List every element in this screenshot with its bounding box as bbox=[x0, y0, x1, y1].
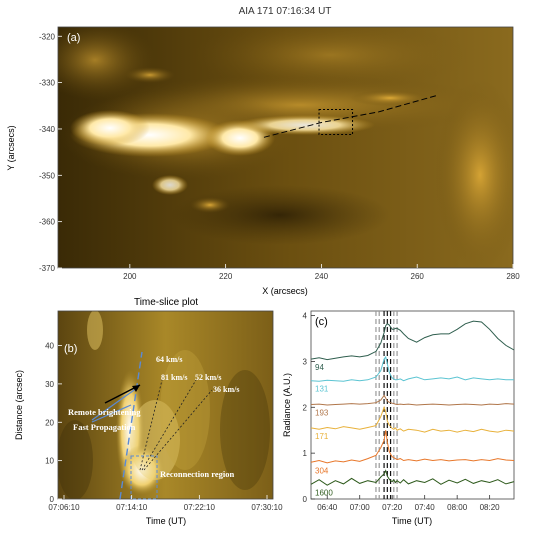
panel-a-x-tick-label: 200 bbox=[123, 272, 137, 281]
speed-line-81 bbox=[139, 379, 163, 471]
panel-c-xlabel: Time (UT) bbox=[392, 516, 432, 526]
panel-c-y-tick-label: 0 bbox=[303, 495, 308, 504]
panel-b-y-tick-label: 0 bbox=[50, 495, 55, 504]
panel-c-series-labels: 94 131 193 171 304 1600 bbox=[315, 363, 333, 497]
annotation-reconnection-region: Reconnection region bbox=[160, 469, 234, 479]
speed-label-64: 64 km/s bbox=[156, 355, 182, 364]
series-label-1600: 1600 bbox=[315, 488, 333, 497]
remote-brightening-arrowhead bbox=[132, 385, 140, 392]
panel-a-zoom-box bbox=[318, 108, 354, 136]
annotation-remote-brightening: Remote brightening bbox=[68, 407, 141, 417]
panel-b-x-tick-label: 07:30:10 bbox=[251, 503, 283, 512]
panel-b-title: Time-slice plot bbox=[134, 297, 198, 308]
panel-c-y-tick-label: 1 bbox=[303, 449, 308, 458]
panel-c-ylabel: Radiance (A.U.) bbox=[282, 373, 292, 437]
panel-b-x-tick-label: 07:14:10 bbox=[116, 503, 148, 512]
panel-a-y-tick-label: -370 bbox=[39, 264, 56, 273]
panel-b-y-tick-label: 40 bbox=[45, 342, 54, 351]
panel-c-x-tick-label: 08:20 bbox=[480, 503, 501, 512]
speed-label-36: 36 km/s bbox=[213, 385, 239, 394]
panel-c-label: (c) bbox=[315, 316, 328, 328]
panel-c-series bbox=[310, 320, 515, 486]
series-line-94 bbox=[310, 320, 515, 361]
panel-c-y-tick-label: 4 bbox=[303, 312, 308, 321]
panel-b-x-tick-label: 07:22:10 bbox=[184, 503, 216, 512]
panel-b-y-tick-label: 10 bbox=[45, 457, 54, 466]
series-label-131: 131 bbox=[315, 385, 329, 394]
panel-a-y-tick-label: -320 bbox=[39, 32, 56, 41]
series-label-171: 171 bbox=[315, 432, 329, 441]
panel-c-y-tick-label: 3 bbox=[303, 357, 308, 366]
panel-b-x-axis: 07:06:10 07:14:10 07:22:10 07:30:10 bbox=[48, 495, 283, 512]
panel-a-x-tick-label: 240 bbox=[315, 272, 329, 281]
panel-a-x-tick-label: 260 bbox=[411, 272, 425, 281]
series-label-94: 94 bbox=[315, 363, 324, 372]
panel-c-x-tick-label: 07:20 bbox=[382, 503, 403, 512]
series-line-1600 bbox=[310, 469, 515, 486]
panel-b-xlabel: Time (UT) bbox=[146, 516, 186, 526]
fast-propagation-pointer-2 bbox=[91, 404, 132, 423]
panel-b-x-tick-label: 07:06:10 bbox=[48, 503, 80, 512]
panel-a-frame bbox=[57, 26, 514, 269]
panel-c-x-tick-label: 06:40 bbox=[317, 503, 338, 512]
panel-a-label: (a) bbox=[67, 32, 80, 44]
series-label-304: 304 bbox=[315, 466, 329, 475]
panel-a-y-axis: -320 -330 -340 -350 -360 -370 bbox=[39, 32, 62, 273]
panel-c-x-tick-label: 08:00 bbox=[447, 503, 468, 512]
speed-label-52: 52 km/s bbox=[195, 373, 221, 382]
panel-b-y-tick-label: 30 bbox=[45, 380, 54, 389]
speed-line-64 bbox=[119, 351, 143, 500]
panel-b-speed-lines bbox=[91, 351, 213, 500]
panel-a-y-tick-label: -330 bbox=[39, 79, 56, 88]
panel-a-x-tick-label: 220 bbox=[219, 272, 233, 281]
panel-a-slit-line bbox=[263, 95, 437, 138]
panel-a-image bbox=[58, 27, 513, 268]
speed-label-81: 81 km/s bbox=[161, 373, 187, 382]
panel-a-x-tick-label: 280 bbox=[506, 272, 520, 281]
panel-a-title: AIA 171 07:16:34 UT bbox=[239, 6, 332, 17]
panel-a-y-tick-label: -360 bbox=[39, 218, 56, 227]
series-line-171 bbox=[310, 405, 515, 433]
series-line-304 bbox=[310, 430, 515, 464]
panel-b-y-axis: 0 10 20 30 40 bbox=[45, 342, 62, 504]
panel-c-y-tick-label: 2 bbox=[303, 403, 308, 412]
speed-line-36 bbox=[143, 389, 213, 471]
panel-c-y-axis: 0 1 2 3 4 bbox=[303, 312, 315, 504]
panel-c-x-axis: 06:40 07:00 07:20 07:40 08:00 08:20 bbox=[317, 495, 500, 512]
panel-b-label: (b) bbox=[64, 343, 77, 355]
series-line-193 bbox=[310, 394, 515, 406]
reconnection-box bbox=[130, 455, 158, 500]
series-label-193: 193 bbox=[315, 409, 329, 418]
speed-line-52 bbox=[141, 379, 197, 471]
panel-c-x-tick-label: 07:00 bbox=[350, 503, 371, 512]
annotation-fast-propagation: Fast Propagation bbox=[73, 422, 136, 432]
panel-b-annotations: 64 km/s 81 km/s 52 km/s 36 km/s Remote b… bbox=[68, 355, 239, 479]
panel-a-y-tick-label: -350 bbox=[39, 171, 56, 180]
panel-b-y-tick-label: 20 bbox=[45, 418, 54, 427]
panel-c-vertical-lines bbox=[375, 311, 398, 499]
panel-b-ylabel: Distance (arcsec) bbox=[14, 370, 24, 440]
series-line-131 bbox=[310, 355, 514, 382]
panel-b-frame bbox=[57, 310, 274, 500]
panel-a-x-axis: 200 220 240 260 280 bbox=[123, 264, 520, 281]
panel-a-ylabel: Y (arcsecs) bbox=[6, 125, 16, 170]
panel-a-y-tick-label: -340 bbox=[39, 125, 56, 134]
panel-c-x-tick-label: 07:40 bbox=[415, 503, 436, 512]
fast-propagation-pointer-1 bbox=[91, 387, 138, 421]
panel-a-xlabel: X (arcsecs) bbox=[262, 286, 308, 296]
